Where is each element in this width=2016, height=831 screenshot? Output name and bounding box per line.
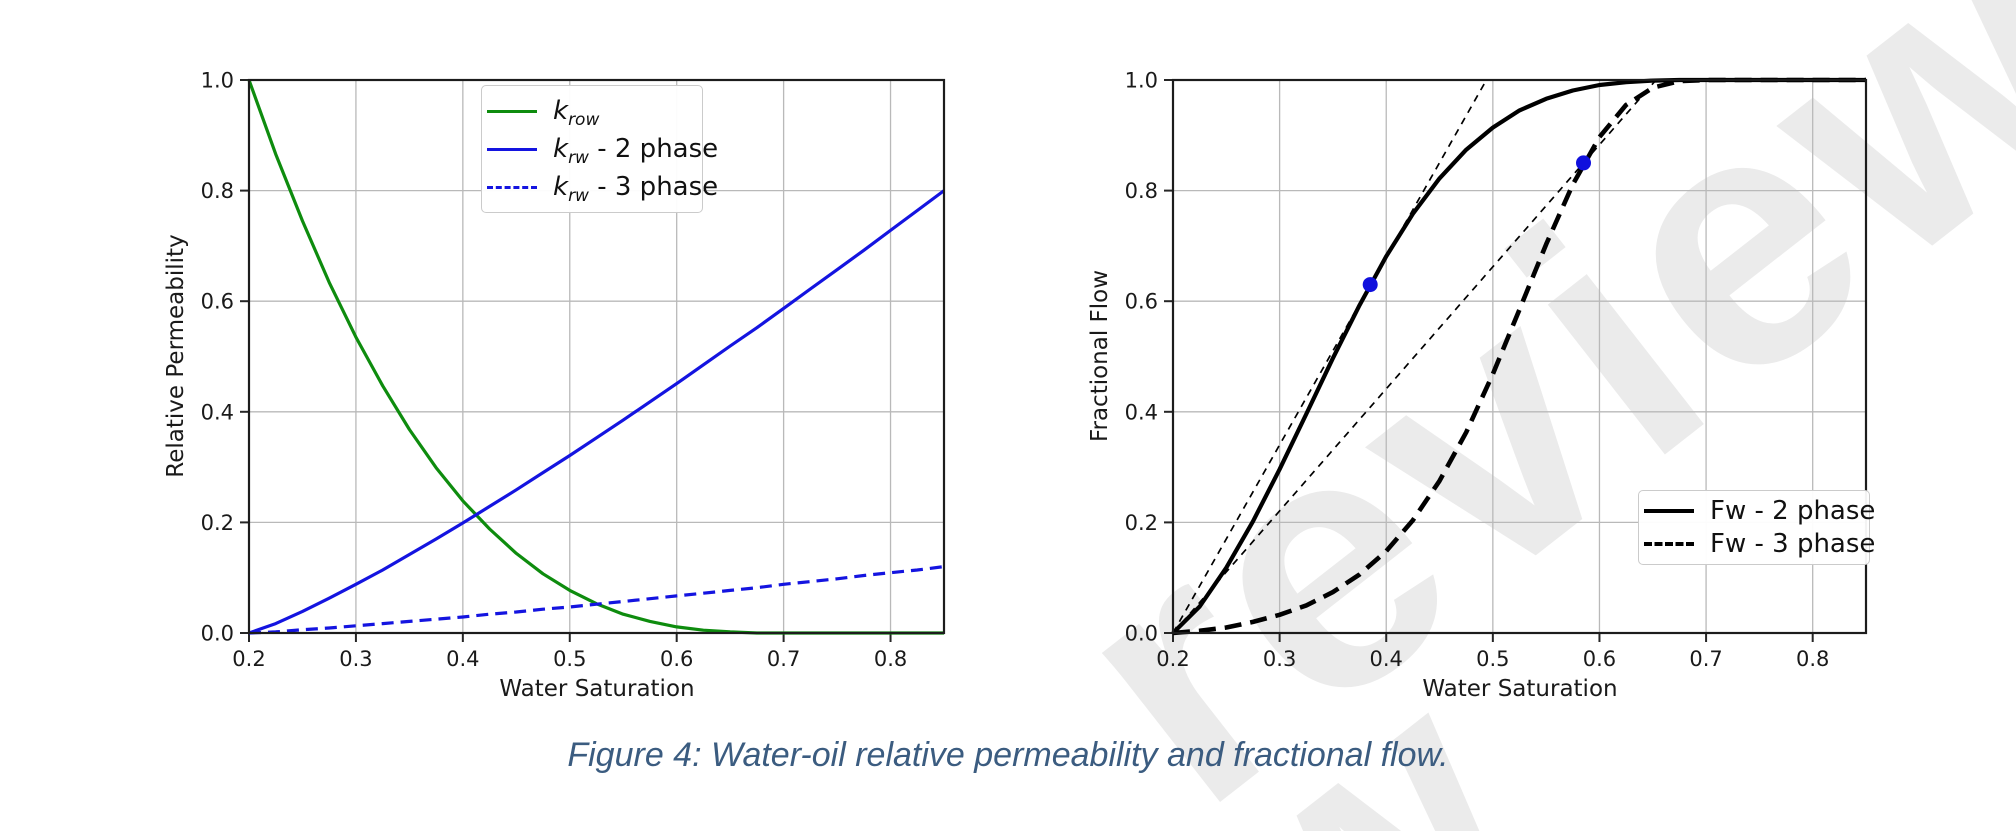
y-tick-label: 0.6 bbox=[1125, 290, 1158, 314]
welge-tangent-line-1 bbox=[1172, 79, 1488, 634]
x-tick-label: 0.2 bbox=[1156, 647, 1189, 671]
plot-border bbox=[1171, 78, 1868, 635]
x-tick-label: 0.3 bbox=[339, 647, 372, 671]
legend-item-krow: krow bbox=[487, 92, 692, 130]
krw-2phase-curve bbox=[248, 189, 945, 635]
fractional-flow-plot: 0.2 0.3 0.4 0.5 0.6 0.7 0.80.00.20.40.60.81.0 bbox=[1125, 69, 1868, 671]
legend-label: krw - 3 phase bbox=[553, 172, 719, 207]
y-tick-label: 1.0 bbox=[1125, 69, 1158, 93]
krw-3phase-curve bbox=[248, 565, 945, 635]
y-tick-label: 0.2 bbox=[201, 511, 234, 535]
x-tick-label: 0.7 bbox=[767, 647, 800, 671]
y-axis-label-relative-permeability: Relative Permeability bbox=[163, 234, 189, 478]
plot-border bbox=[247, 78, 946, 635]
legend-fractional-flow: Fw - 2 phase Fw - 3 phase bbox=[1638, 490, 1875, 565]
black-solid-line-sample bbox=[1644, 509, 1694, 514]
x-tick-label: 0.4 bbox=[1370, 647, 1403, 671]
y-tick-label: 1.0 bbox=[201, 69, 234, 93]
legend-item-fw-3phase: Fw - 3 phase bbox=[1644, 528, 1875, 561]
x-tick-label: 0.6 bbox=[1583, 647, 1616, 671]
legend-label: krow bbox=[553, 96, 600, 131]
blue-dashed-line-sample bbox=[487, 185, 537, 189]
legend-label: krw - 2 phase bbox=[553, 134, 719, 169]
relative-permeability-plot: 0.2 0.3 0.4 0.5 0.6 0.7 0.80.00.20.40.60.81.0 bbox=[201, 69, 946, 671]
x-tick-label: 0.4 bbox=[446, 647, 479, 671]
x-tick-label: 0.2 bbox=[232, 647, 265, 671]
x-tick-label: 0.8 bbox=[1796, 647, 1829, 671]
x-tick-label: 0.6 bbox=[660, 647, 693, 671]
y-tick-label: 0.6 bbox=[201, 290, 234, 314]
y-tick-label: 0.4 bbox=[1125, 400, 1158, 424]
tangent-point-marker bbox=[1576, 155, 1591, 171]
black-dashed-line-sample bbox=[1644, 541, 1694, 546]
x-axis-label-right: Water Saturation bbox=[1422, 676, 1618, 702]
legend-relative-permeability: krow krw - 2 phase krw - 3 phase bbox=[481, 85, 718, 213]
y-tick-label: 0.2 bbox=[1125, 511, 1158, 535]
tangent-point-marker bbox=[1362, 277, 1378, 293]
legend-item-krw-2phase: krw - 2 phase bbox=[487, 130, 718, 168]
welge-tangent-line-2 bbox=[1172, 79, 1657, 634]
legend-item-krw-3phase: krw - 3 phase bbox=[487, 168, 718, 206]
x-axis-label-left: Water Saturation bbox=[499, 676, 695, 702]
legend-label: Fw - 2 phase bbox=[1710, 496, 1876, 527]
legend-label: Fw - 3 phase bbox=[1710, 528, 1876, 559]
x-tick-label: 0.5 bbox=[553, 647, 586, 671]
blue-solid-line-sample bbox=[487, 147, 537, 151]
y-tick-label: 0.4 bbox=[201, 400, 234, 424]
y-axis-label-fractional-flow: Fractional Flow bbox=[1087, 269, 1113, 443]
x-tick-label: 0.5 bbox=[1476, 647, 1509, 671]
y-tick-label: 0.8 bbox=[1125, 179, 1158, 203]
x-tick-label: 0.3 bbox=[1263, 647, 1296, 671]
y-tick-label: 0.8 bbox=[201, 179, 234, 203]
legend-item-fw-2phase: Fw - 2 phase bbox=[1644, 495, 1875, 528]
y-tick-label: 0.0 bbox=[201, 622, 234, 646]
x-tick-label: 0.7 bbox=[1689, 647, 1722, 671]
x-tick-label: 0.8 bbox=[874, 647, 907, 671]
green-solid-line-sample bbox=[487, 109, 537, 113]
y-tick-label: 0.0 bbox=[1125, 622, 1158, 646]
figure-caption: Figure 4: Water-oil relative permeabilit… bbox=[567, 736, 1449, 774]
